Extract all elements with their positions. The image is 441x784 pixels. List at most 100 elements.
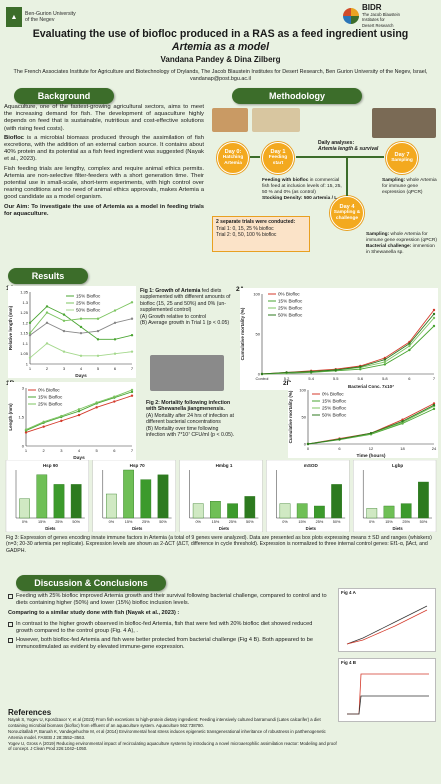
legend-label: 50% Biofloc	[76, 308, 101, 313]
sampling7-text: whole Artemia for immune gene expression…	[382, 178, 437, 195]
trial1-text: Trial 1: 0, 15, 25 % biofloc	[216, 225, 274, 232]
day1-text: Feeding start	[268, 155, 288, 167]
panel-title: Hsp 90	[43, 463, 59, 468]
data-point	[62, 329, 66, 333]
arrow-to-day4	[346, 158, 348, 196]
legend-label: 15% Biofloc	[38, 395, 63, 400]
fig4a-series-1	[346, 605, 428, 645]
reference-1: Nayak S, Yogev U, Kpordzaxor Y, et al (2…	[8, 717, 321, 728]
challenge-text: immersion in Shewanella sp.	[366, 244, 435, 255]
artemia-cyst-image	[212, 108, 248, 132]
checkbox-icon	[8, 594, 13, 599]
data-point	[28, 321, 32, 325]
x-tick-label: 2	[46, 366, 49, 371]
bar	[123, 469, 134, 519]
y-tick-label: 100	[299, 388, 306, 393]
data-point	[285, 371, 288, 374]
x-tick-label: 5.4	[308, 376, 314, 381]
discussion-b1: Feeding with 25% biofloc improved Artemi…	[16, 593, 327, 607]
sampling4-bold: Sampling:	[366, 232, 390, 237]
reference-3: Yogev U, Gross A (2019) Reducing environ…	[8, 741, 337, 752]
day4-circle: Day 4 Sampling & challenge	[330, 196, 364, 230]
artemia-adult-image	[372, 108, 436, 138]
day0-label: Day 0:	[224, 148, 242, 155]
x-axis-label: Time (hours)	[357, 453, 386, 458]
bidr-line3: Desert Research	[362, 22, 394, 28]
stocking-density: Stocking Density: 500 artemia / L	[262, 196, 338, 201]
x-tick-label: 0%	[282, 520, 288, 524]
x-tick-label: 50%	[420, 520, 428, 524]
day1-circle: Day 1 Feeding start	[262, 142, 294, 174]
chart-background	[240, 288, 438, 390]
data-point	[334, 368, 337, 372]
sampling4-text: whole Artemia for immune gene expression…	[366, 232, 437, 243]
y-axis-label: Relative length (mm)	[8, 305, 13, 350]
data-point	[113, 338, 117, 341]
data-point	[96, 317, 100, 320]
data-point	[130, 388, 134, 392]
fig2-caption: Fig 2: Mortality following infection wit…	[146, 400, 238, 438]
feeding-bold: Feeding with biofloc	[262, 178, 309, 183]
data-point	[62, 350, 66, 353]
background-heading: Background	[14, 88, 114, 104]
x-tick-label: 5.2	[284, 376, 290, 381]
data-point	[113, 395, 116, 398]
data-point	[113, 321, 117, 325]
legend-label: 50% Biofloc	[278, 313, 303, 318]
bar	[53, 484, 65, 519]
discussion-item-2: In contrast to the higher growth observe…	[8, 621, 328, 635]
x-tick-label: 6	[338, 446, 341, 451]
data-point	[432, 316, 436, 320]
x-tick-label: 5.5	[333, 376, 339, 381]
y-axis-label: Length (mm)	[8, 403, 13, 431]
data-point	[24, 431, 28, 434]
x-tick-label: 15%	[125, 520, 133, 524]
bar	[296, 503, 308, 519]
data-point	[77, 413, 81, 417]
data-point	[62, 313, 66, 316]
data-point	[359, 365, 362, 368]
bar	[383, 505, 395, 519]
fig1-caption-b: (B) Average growth in Trial 1 (p < 0.05)	[140, 320, 230, 327]
data-point	[60, 414, 63, 418]
data-point	[79, 331, 83, 335]
legend-label: 0% Biofloc	[278, 292, 300, 297]
poster-title: Evaluating the use of biofloc produced i…	[0, 28, 441, 53]
panel-title: Hsp 70	[130, 463, 146, 468]
bar	[314, 505, 325, 519]
x-tick-label: 15%	[385, 520, 393, 524]
x-tick-label: 18	[400, 446, 405, 451]
x-tick-label: 50%	[246, 520, 254, 524]
legend-label: 15% Biofloc	[278, 299, 303, 304]
daily-text: Artemia length & survival	[318, 146, 379, 152]
data-point	[28, 356, 32, 360]
data-point	[45, 305, 49, 308]
sampling-day7-desc: Sampling: whole Artemia for immune gene …	[382, 178, 438, 196]
fig2-caption-b: (B) Mortality over time following infect…	[146, 425, 235, 439]
discussion-text: Feeding with 25% biofloc improved Artemi…	[8, 593, 328, 653]
bar	[140, 479, 152, 519]
data-point	[95, 401, 98, 404]
discussion-b2: In contrast to the higher growth observe…	[16, 620, 313, 634]
x-tick-label: 15%	[38, 520, 46, 524]
data-point	[96, 338, 100, 341]
challenge-bold: Bacterial challenge:	[366, 244, 412, 249]
y-tick-label: 0	[258, 372, 261, 377]
fig4b-plot	[347, 673, 429, 715]
bgu-logo: ▲ Ben-Gurion University of the Negev	[6, 4, 116, 30]
x-axis-label: Diets	[45, 526, 56, 531]
y-tick-label: 0	[304, 442, 307, 447]
data-point	[28, 334, 32, 337]
fig2-caption-title: Fig 2: Mortality following infection wit…	[146, 400, 231, 413]
day7-text: Sampling	[391, 158, 413, 164]
chart-background	[288, 382, 438, 458]
discussion-compare: Comparing to a similar study done with f…	[8, 610, 180, 617]
logo-left-line2: of the Negev	[25, 17, 55, 23]
x-tick-label: 25%	[402, 520, 410, 524]
chart-background	[8, 382, 136, 460]
data-point	[432, 324, 436, 328]
fig1-caption-title: Fig 1: Growth of Artemia	[140, 288, 201, 294]
y-tick-label: 1	[26, 362, 29, 367]
bar	[244, 496, 256, 519]
day0-text: Hatching Artemia	[222, 155, 244, 167]
